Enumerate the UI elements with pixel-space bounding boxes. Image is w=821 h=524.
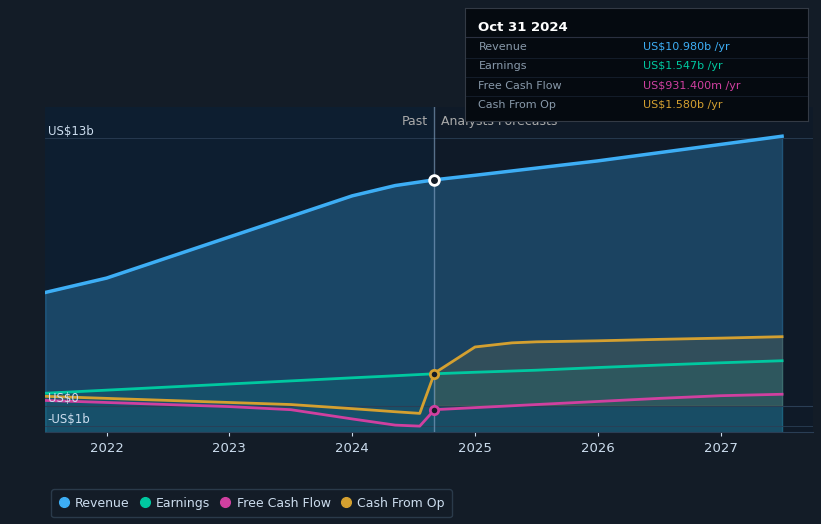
Text: Analysts Forecasts: Analysts Forecasts xyxy=(441,115,557,128)
Text: US$1.580b /yr: US$1.580b /yr xyxy=(643,100,722,110)
Text: Earnings: Earnings xyxy=(479,61,527,71)
Text: Cash From Op: Cash From Op xyxy=(479,100,557,110)
Text: Past: Past xyxy=(402,115,429,128)
Text: US$10.980b /yr: US$10.980b /yr xyxy=(643,42,730,52)
Text: -US$1b: -US$1b xyxy=(48,413,90,426)
Text: Oct 31 2024: Oct 31 2024 xyxy=(479,21,568,35)
Legend: Revenue, Earnings, Free Cash Flow, Cash From Op: Revenue, Earnings, Free Cash Flow, Cash … xyxy=(52,489,452,517)
Text: Free Cash Flow: Free Cash Flow xyxy=(479,81,562,91)
Text: US$931.400m /yr: US$931.400m /yr xyxy=(643,81,741,91)
Bar xyxy=(434,107,813,432)
Bar xyxy=(45,107,434,432)
Text: Revenue: Revenue xyxy=(479,42,527,52)
Text: US$13b: US$13b xyxy=(48,125,94,138)
Text: US$1.547b /yr: US$1.547b /yr xyxy=(643,61,722,71)
Text: US$0: US$0 xyxy=(48,392,78,405)
